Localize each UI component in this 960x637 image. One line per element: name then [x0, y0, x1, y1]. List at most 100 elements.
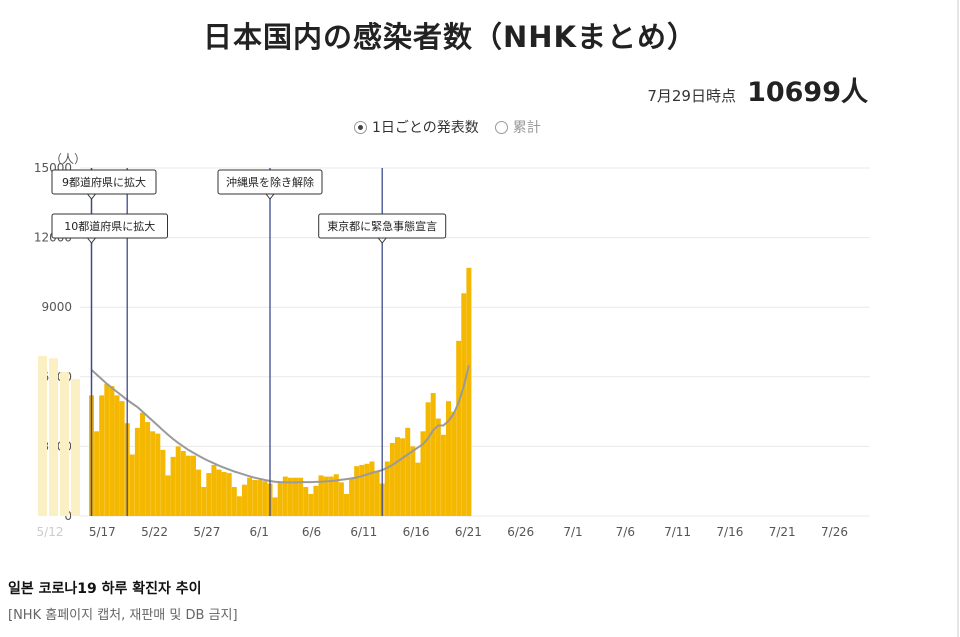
- bar: [140, 412, 145, 516]
- bar: [425, 402, 431, 516]
- bar: [170, 456, 176, 516]
- bar: [410, 446, 416, 516]
- bar: [333, 474, 339, 516]
- bar: [160, 449, 166, 516]
- x-tick-label: 5/27: [193, 525, 220, 539]
- x-tick-label: 5/22: [141, 525, 168, 539]
- bar: [252, 480, 258, 516]
- bar: [104, 383, 110, 516]
- annotation-label: 沖縄県を除き解除: [226, 175, 314, 189]
- x-tick-label: 6/26: [507, 525, 534, 539]
- ghost-bar: [60, 372, 69, 516]
- x-tick-label: 7/11: [664, 525, 691, 539]
- bar: [94, 431, 100, 516]
- x-tick-label: 7/26: [821, 525, 848, 539]
- radio-selected-icon: [354, 120, 367, 134]
- as-of-summary: 7月29日時点 10699人: [647, 70, 868, 109]
- x-tick-label: 6/1: [250, 525, 269, 539]
- cumulative-radio[interactable]: 累計: [494, 117, 541, 137]
- bar: [129, 454, 135, 516]
- bar: [461, 293, 467, 516]
- bar: [226, 473, 232, 516]
- bar: [282, 476, 288, 516]
- bar: [221, 471, 227, 516]
- daily-radio[interactable]: 1日ごとの発表数: [354, 117, 479, 137]
- bar: [405, 427, 411, 516]
- annotation-box: [51, 213, 168, 239]
- y-unit-label: （人）: [50, 152, 86, 166]
- bar: [293, 477, 298, 516]
- bar: [400, 438, 406, 516]
- event-annotation: 10都道府県に拡大: [51, 213, 168, 244]
- bar: [323, 476, 329, 516]
- bar: [435, 418, 441, 516]
- ghost-bar: [71, 379, 80, 516]
- bar: [201, 487, 207, 516]
- annotation-pointer: [86, 237, 97, 244]
- x-tick-label: 7/16: [716, 525, 743, 539]
- bar: [451, 411, 457, 516]
- bar: [446, 401, 451, 516]
- bar: [277, 482, 283, 516]
- bar: [308, 493, 314, 516]
- bar: [466, 267, 472, 516]
- event-annotation: 東京都に緊急事態宣言: [318, 213, 447, 244]
- bar: [216, 469, 222, 516]
- cumulative-radio-label: 累計: [512, 120, 541, 136]
- view-toggle: 1日ごとの発表数 累計: [354, 117, 541, 137]
- bar: [134, 427, 140, 516]
- bar: [349, 477, 355, 516]
- bar: [145, 422, 151, 516]
- x-tick-label: 7/1: [563, 525, 582, 539]
- bar: [395, 437, 400, 516]
- y-tick-label: 9000: [41, 300, 72, 314]
- annotation-label: 東京都に緊急事態宣言: [327, 219, 437, 233]
- bar: [328, 476, 334, 516]
- bar: [313, 485, 319, 516]
- bar: [196, 469, 202, 516]
- x-tick-label: 6/11: [350, 525, 377, 539]
- bar: [247, 477, 253, 516]
- bar: [318, 475, 324, 516]
- bar: [420, 431, 426, 516]
- event-annotation: 9都道府県に拡大: [51, 169, 157, 200]
- bar: [99, 395, 105, 516]
- bar: [262, 481, 268, 516]
- bar: [415, 462, 421, 516]
- radio-unselected-icon: [494, 120, 508, 134]
- bar: [175, 446, 181, 516]
- x-tick-label: 7/21: [769, 525, 796, 539]
- bar: [338, 482, 344, 516]
- annotation-pointer: [377, 237, 388, 244]
- event-annotation: 沖縄県を除き解除: [217, 169, 323, 200]
- bar: [303, 487, 309, 516]
- bar: [206, 473, 212, 516]
- bar: [191, 455, 196, 516]
- bar: [231, 487, 237, 516]
- bar: [374, 470, 380, 516]
- bar: [272, 497, 278, 516]
- bar: [109, 386, 115, 516]
- bar: [364, 463, 370, 516]
- x-tick-label: 7/6: [616, 525, 635, 539]
- annotation-pointer: [86, 193, 97, 200]
- daily-radio-label: 1日ごとの発表数: [372, 120, 479, 136]
- as-of-count: 10699人: [747, 77, 868, 108]
- bar: [430, 393, 436, 516]
- bar: [165, 475, 171, 516]
- annotation-box: [51, 169, 157, 195]
- ghost-bar: [49, 358, 58, 516]
- page-title: 日本国内の感染者数（NHKまとめ）: [202, 20, 697, 54]
- bar: [211, 464, 217, 516]
- photo-credit: [NHK 홈페이지 캡처, 재판매 및 DB 금지]: [8, 608, 238, 623]
- ghost-bar: [38, 355, 47, 516]
- bar: [287, 477, 293, 516]
- bar: [185, 455, 191, 516]
- bar: [114, 395, 120, 516]
- x-tick-label: 6/16: [403, 525, 430, 539]
- bar: [236, 496, 242, 516]
- bar: [155, 433, 161, 516]
- bar: [242, 484, 247, 516]
- average-line: [90, 364, 470, 484]
